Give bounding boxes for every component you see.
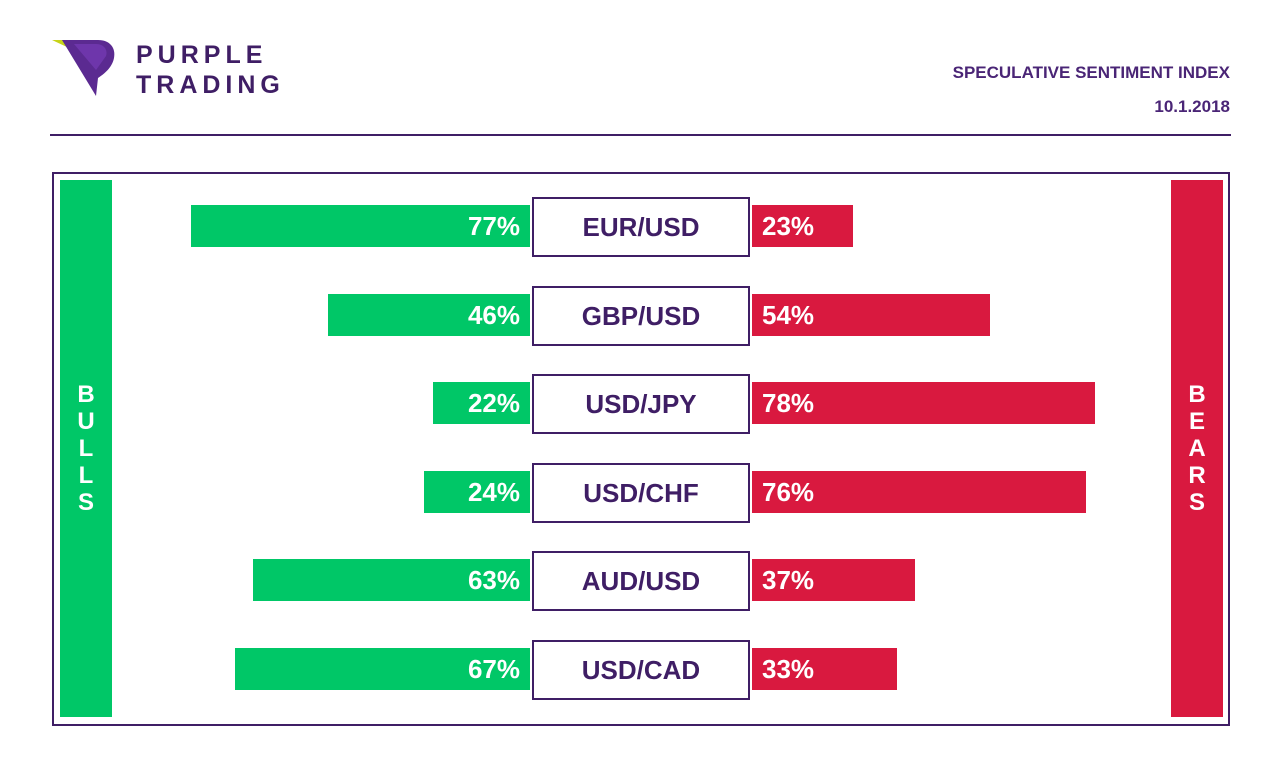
brand-line-1: PURPLE xyxy=(136,41,268,69)
bears-letter: E xyxy=(1188,408,1205,435)
bull-bar: 77% xyxy=(191,205,530,247)
bears-letter: B xyxy=(1188,381,1206,408)
bull-bar: 63% xyxy=(252,559,530,601)
currency-pair-label: EUR/USD xyxy=(532,197,750,257)
bear-bar: 54% xyxy=(752,294,990,336)
bears-letter: S xyxy=(1188,489,1205,516)
report-date: 10.1.2018 xyxy=(1154,97,1230,116)
currency-pair-label: USD/JPY xyxy=(532,374,750,434)
currency-pair-label: GBP/USD xyxy=(532,286,750,346)
currency-pair-label: USD/CAD xyxy=(532,640,750,700)
brand-logo: PURPLE TRADING xyxy=(52,40,312,102)
bull-bar: 46% xyxy=(327,294,530,336)
bear-bar: 76% xyxy=(752,471,1087,513)
bull-bar: 67% xyxy=(235,648,530,690)
bear-bar: 37% xyxy=(752,559,915,601)
bulls-letter: L xyxy=(78,462,94,489)
bulls-letter: U xyxy=(77,408,95,435)
page-title: SPECULATIVE SENTIMENT INDEX xyxy=(952,63,1230,82)
bears-letter: A xyxy=(1188,435,1206,462)
bears-letter: R xyxy=(1188,462,1206,489)
bull-bar: 24% xyxy=(424,471,530,513)
header-info: SPECULATIVE SENTIMENT INDEX 10.1.2018 xyxy=(953,56,1230,124)
brand-line-2: TRADING xyxy=(136,71,285,99)
currency-pair-label: USD/CHF xyxy=(532,463,750,523)
currency-pair-label: AUD/USD xyxy=(532,551,750,611)
bulls-letter: B xyxy=(77,381,95,408)
brand-name: PURPLE TRADING xyxy=(136,40,285,100)
bull-bar: 22% xyxy=(433,382,530,424)
chart-frame xyxy=(52,172,1230,726)
bear-bar: 33% xyxy=(752,648,898,690)
bulls-letter: S xyxy=(77,489,94,516)
bulls-letter: L xyxy=(78,435,94,462)
header-divider xyxy=(50,134,1231,136)
brand-mark-icon xyxy=(52,40,115,96)
bear-bar: 23% xyxy=(752,205,854,247)
bear-bar: 78% xyxy=(752,382,1096,424)
